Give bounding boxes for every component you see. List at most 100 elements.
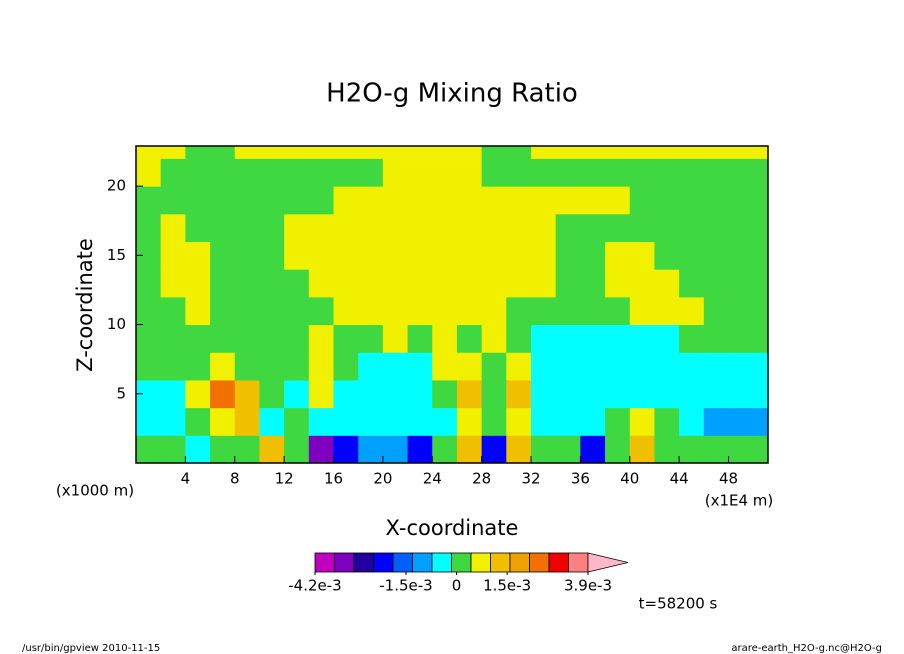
x-axis-label: X-coordinate xyxy=(386,516,519,540)
field-cell xyxy=(679,241,705,270)
field-cell xyxy=(358,379,384,409)
field-cell xyxy=(308,379,334,409)
field-cell xyxy=(160,186,186,215)
field-cell xyxy=(555,158,581,187)
field-cell xyxy=(605,324,631,353)
field-cell xyxy=(654,324,680,353)
field-cell xyxy=(555,296,581,326)
field-cell xyxy=(605,241,631,270)
field-cell xyxy=(284,352,310,381)
field-cell xyxy=(555,379,581,409)
field-cell xyxy=(555,241,581,270)
field-cell xyxy=(358,241,384,270)
field-cell xyxy=(753,379,768,409)
field-cell xyxy=(531,435,557,463)
field-cell xyxy=(185,269,211,298)
field-cell xyxy=(728,324,754,353)
field-cell xyxy=(703,352,729,381)
field-cell xyxy=(481,352,507,381)
colorbar-box xyxy=(568,552,589,573)
field-cell xyxy=(506,407,532,436)
field-cell xyxy=(481,269,507,298)
field-cell xyxy=(333,186,359,215)
field-cell xyxy=(679,324,705,353)
field-cell xyxy=(629,435,655,463)
field-cell xyxy=(234,158,260,187)
field-cell xyxy=(629,241,655,270)
field-cell xyxy=(308,241,334,270)
x-tick-label: 44 xyxy=(670,470,689,488)
field-cell xyxy=(555,324,581,353)
field-cell xyxy=(531,352,557,381)
field-cell xyxy=(160,146,186,159)
x-tick-label: 40 xyxy=(620,470,639,488)
colorbar-label: 3.9e-3 xyxy=(564,577,612,595)
field-cell xyxy=(234,296,260,326)
field-cell xyxy=(210,324,236,353)
field-cell xyxy=(308,146,334,159)
field-cell xyxy=(160,379,186,409)
field-cell xyxy=(481,324,507,353)
x-tick-label: 4 xyxy=(181,470,191,488)
field-cell xyxy=(160,324,186,353)
field-cell xyxy=(185,241,211,270)
field-cell xyxy=(136,324,162,353)
field-cell xyxy=(456,146,483,159)
colorbar-box xyxy=(451,552,472,573)
y-tick-label: 15 xyxy=(107,246,126,264)
field-cell xyxy=(679,269,705,298)
footer-right: arare-earth_H2O-g.nc@H2O-g xyxy=(731,643,882,654)
colorbar-box xyxy=(353,552,374,573)
field-cell xyxy=(605,213,631,243)
field-cell xyxy=(753,352,768,381)
field-cell xyxy=(234,407,260,436)
field-cell xyxy=(432,324,458,353)
field-cell xyxy=(531,213,557,243)
field-cell xyxy=(407,269,433,298)
field-cell xyxy=(580,379,606,409)
field-cell xyxy=(333,146,359,159)
field-cell xyxy=(654,146,680,159)
field-cell xyxy=(407,352,433,381)
field-cell xyxy=(259,352,285,381)
field-cell xyxy=(456,435,483,463)
field-cell xyxy=(728,158,754,187)
field-cell xyxy=(605,296,631,326)
field-cell xyxy=(185,146,211,159)
field-cell xyxy=(358,269,384,298)
field-cell xyxy=(210,352,236,381)
field-cell xyxy=(259,296,285,326)
field-cell xyxy=(703,379,729,409)
field-cell xyxy=(432,213,458,243)
field-cell xyxy=(284,158,310,187)
field-cell xyxy=(605,186,631,215)
field-cell xyxy=(308,352,334,381)
field-cell xyxy=(308,158,334,187)
field-cell xyxy=(703,186,729,215)
field-cell xyxy=(333,213,359,243)
field-cell xyxy=(506,379,532,409)
field-cell xyxy=(136,435,162,463)
field-cell xyxy=(333,158,359,187)
field-cell xyxy=(185,213,211,243)
field-cell xyxy=(160,352,186,381)
field-cell xyxy=(580,352,606,381)
field-cell xyxy=(531,296,557,326)
x-tick-label: 28 xyxy=(472,470,491,488)
field-cell xyxy=(160,435,186,463)
field-cell xyxy=(605,146,631,159)
field-cell xyxy=(308,186,334,215)
field-cell xyxy=(160,269,186,298)
y-tick-label: 20 xyxy=(107,177,126,195)
field-cell xyxy=(629,352,655,381)
field-cell xyxy=(629,186,655,215)
field-cell xyxy=(605,269,631,298)
field-cell xyxy=(284,213,310,243)
field-cell xyxy=(407,324,433,353)
field-cell xyxy=(185,352,211,381)
field-cell xyxy=(358,213,384,243)
field-cell xyxy=(679,435,705,463)
field-cell xyxy=(210,296,236,326)
field-cell xyxy=(432,296,458,326)
field-cell xyxy=(333,407,359,436)
